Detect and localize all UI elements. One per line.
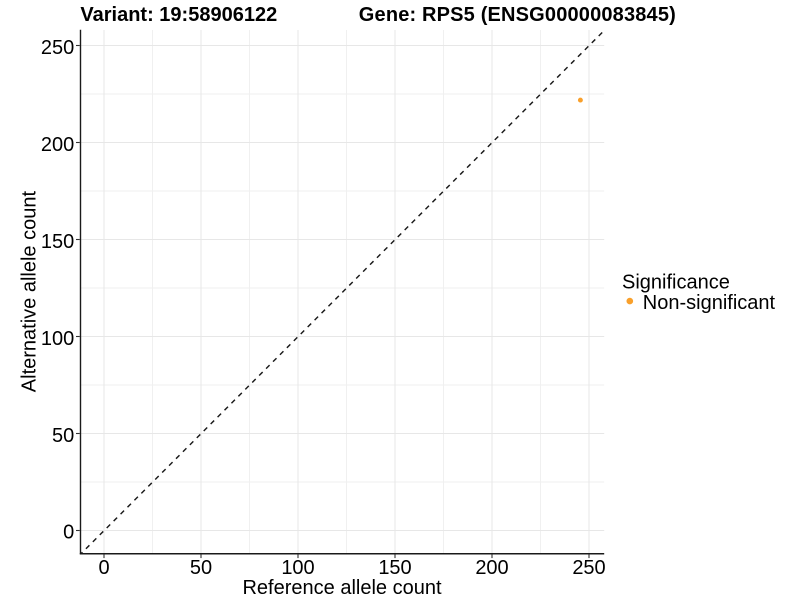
svg-text:Non-significant: Non-significant <box>643 292 776 314</box>
svg-text:250: 250 <box>572 557 605 579</box>
svg-text:0: 0 <box>98 557 109 579</box>
svg-text:Gene: RPS5 (ENSG00000083845): Gene: RPS5 (ENSG00000083845) <box>359 4 676 26</box>
svg-text:Significance: Significance <box>622 271 730 293</box>
svg-text:200: 200 <box>41 134 74 156</box>
svg-text:100: 100 <box>281 557 314 579</box>
svg-text:50: 50 <box>190 557 212 579</box>
svg-text:Alternative allele count: Alternative allele count <box>18 191 40 393</box>
svg-text:0: 0 <box>63 521 74 543</box>
svg-text:Reference allele count: Reference allele count <box>242 577 441 599</box>
svg-text:50: 50 <box>52 425 74 447</box>
svg-text:200: 200 <box>475 557 508 579</box>
svg-text:100: 100 <box>41 328 74 350</box>
svg-text:150: 150 <box>41 231 74 253</box>
svg-text:150: 150 <box>378 557 411 579</box>
svg-text:250: 250 <box>41 37 74 59</box>
svg-text:Variant: 19:58906122: Variant: 19:58906122 <box>80 4 277 26</box>
